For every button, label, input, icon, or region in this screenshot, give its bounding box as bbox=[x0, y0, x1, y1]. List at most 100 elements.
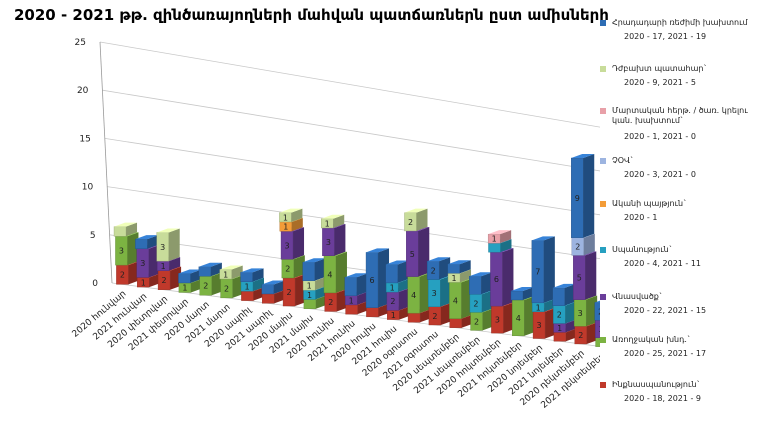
data-label: 2 bbox=[408, 218, 413, 227]
bar-segment-side bbox=[170, 266, 182, 290]
data-label: 1 bbox=[599, 338, 600, 347]
data-label: 4 bbox=[516, 314, 521, 323]
bar-segment-top bbox=[321, 214, 345, 219]
bar-stack: 4 5 2 bbox=[404, 208, 432, 323]
data-label: 2 bbox=[224, 284, 229, 293]
bar-stack: 2 3 5 2 9 bbox=[571, 154, 598, 345]
bar-segment bbox=[407, 312, 421, 323]
bar-segment-side bbox=[416, 208, 428, 231]
bar-segment-top bbox=[594, 300, 600, 303]
bar-stack: 23 bbox=[113, 222, 140, 285]
bar-segment bbox=[488, 242, 501, 253]
data-label: 9 bbox=[575, 194, 580, 203]
bar-segment bbox=[510, 290, 524, 301]
bar-segment-top bbox=[178, 269, 202, 274]
data-label: 1 bbox=[307, 281, 312, 290]
data-label: 1 bbox=[283, 213, 288, 222]
bar-segment bbox=[240, 272, 253, 282]
grid-line bbox=[99, 41, 600, 128]
data-label: 2 bbox=[598, 307, 600, 316]
bar-stack: 1 2 1 bbox=[385, 260, 411, 320]
bar-segment bbox=[303, 299, 317, 309]
bar-segment-side bbox=[291, 208, 303, 222]
bar-segment-side bbox=[333, 214, 345, 228]
bar-segment bbox=[198, 266, 212, 277]
legend-swatch bbox=[600, 201, 606, 207]
bar-segment-side bbox=[544, 298, 556, 312]
data-label: 3 bbox=[495, 316, 500, 325]
data-label: 1 bbox=[492, 235, 497, 244]
data-label: 2 bbox=[162, 276, 167, 285]
data-label: 1 bbox=[182, 284, 187, 293]
bar-segment-top bbox=[156, 228, 180, 233]
bar-segment-side bbox=[418, 226, 430, 277]
legend-swatch bbox=[600, 158, 606, 164]
data-label: 2 bbox=[474, 317, 479, 326]
bar-stack: 6 bbox=[365, 248, 390, 318]
bar-segment-top bbox=[510, 287, 534, 292]
bar-segment-top bbox=[219, 265, 243, 270]
bar-segment-side bbox=[126, 222, 138, 237]
bar-segment-side bbox=[378, 303, 390, 317]
bar-segment-side bbox=[522, 287, 534, 300]
data-label: 2 bbox=[575, 243, 580, 252]
legend-totals: 2020 - 17, 2021 - 19 bbox=[624, 32, 707, 41]
bar-segment bbox=[553, 332, 567, 342]
bar-segment bbox=[385, 264, 398, 284]
data-label: 4 bbox=[411, 291, 416, 300]
bar-segment-side bbox=[334, 223, 346, 256]
data-label: 1 bbox=[390, 283, 395, 292]
legend-totals: 2020 - 22, 2021 - 15 bbox=[624, 306, 707, 315]
bar-segment-top bbox=[488, 230, 512, 235]
bar-segment-top bbox=[447, 260, 471, 265]
chart-title: 2020 - 2021 թթ. զինծառայողների մահվան պա… bbox=[14, 6, 609, 24]
y-tick-label: 25 bbox=[75, 38, 86, 48]
y-tick-label: 0 bbox=[92, 279, 98, 289]
bar-segment-side bbox=[481, 272, 493, 295]
data-label: 5 bbox=[410, 250, 415, 259]
bar-segment bbox=[113, 226, 127, 237]
bar-segment-side bbox=[293, 255, 305, 278]
legend-totals: 2020 - 1 bbox=[624, 213, 658, 222]
bar-segment-side bbox=[378, 248, 390, 308]
bar-segment-side bbox=[583, 233, 595, 256]
bar-segment-top bbox=[366, 248, 390, 253]
bar-segment-top bbox=[531, 236, 555, 241]
bar-segment-side bbox=[252, 268, 264, 282]
legend-label: Առողջական խնդ.` bbox=[612, 335, 691, 344]
legend-totals: 2020 - 18, 2021 - 9 bbox=[624, 394, 702, 403]
bar-stack: 11 bbox=[302, 258, 327, 309]
data-label: 7 bbox=[535, 268, 540, 277]
bar-segment-side bbox=[315, 295, 327, 309]
bar-segment-side bbox=[293, 227, 305, 260]
bar-segment-top bbox=[302, 258, 326, 263]
data-label: 1 bbox=[536, 303, 541, 312]
bar-segment-side bbox=[502, 248, 514, 307]
bar-segment bbox=[178, 273, 191, 284]
y-axis bbox=[99, 41, 113, 284]
data-label: 2 bbox=[328, 298, 333, 307]
bar-segment-top bbox=[279, 208, 303, 213]
legend-label: ՉՕՎ` bbox=[612, 156, 635, 165]
bar-segment bbox=[469, 276, 482, 295]
bar-segment bbox=[261, 284, 275, 295]
bar-segment-top bbox=[261, 280, 285, 285]
bar-segment-side bbox=[169, 257, 181, 271]
data-label: 6 bbox=[369, 276, 374, 285]
bar-segment bbox=[595, 319, 600, 339]
data-label: 2 bbox=[473, 299, 478, 308]
bar-segment-side bbox=[481, 290, 493, 313]
bar-segment-side bbox=[586, 295, 598, 327]
bar-segment-side bbox=[210, 262, 222, 277]
data-label: 3 bbox=[537, 321, 542, 330]
bar-stack: 12 bbox=[552, 283, 577, 342]
bar-segment bbox=[366, 307, 379, 318]
data-label: 3 bbox=[432, 289, 437, 298]
bar-segment-top bbox=[552, 283, 576, 288]
legend-label: Սպանություն` bbox=[612, 245, 673, 254]
data-label: 6 bbox=[494, 275, 499, 284]
grid-line bbox=[107, 186, 600, 260]
bar-segment-side bbox=[398, 278, 410, 293]
legend-totals: 2020 - 9, 2021 - 5 bbox=[624, 78, 696, 87]
bar-segment-top bbox=[114, 222, 138, 227]
